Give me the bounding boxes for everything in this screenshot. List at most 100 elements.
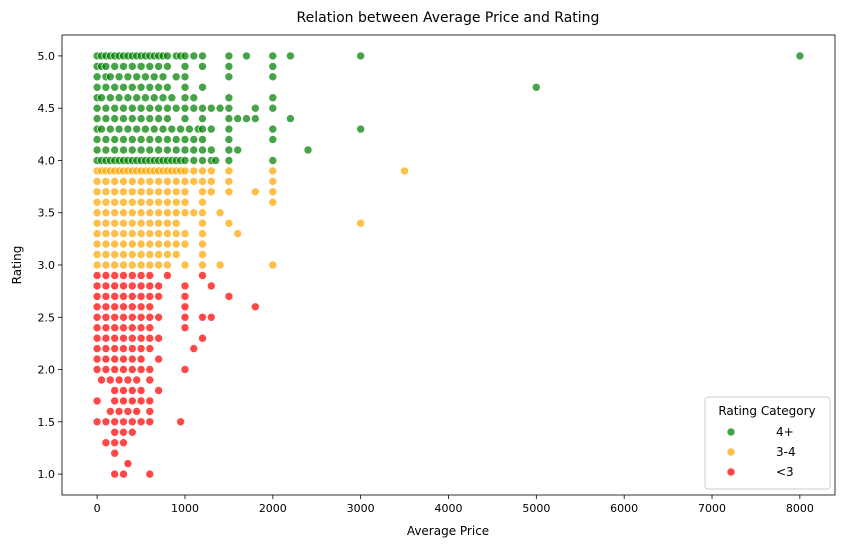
point-4plus-157 (171, 145, 181, 155)
point-below3-60 (119, 333, 128, 343)
point-below3-49 (92, 323, 102, 333)
point-3to4-115 (119, 239, 128, 249)
point-3to4-88 (110, 218, 119, 228)
point-below3-109 (132, 407, 141, 416)
point-below3-23 (128, 292, 137, 301)
point-4plus-154 (145, 145, 155, 155)
point-3to4-72 (92, 208, 102, 217)
point-3to4-138 (119, 260, 128, 270)
point-4plus-68 (97, 93, 106, 102)
point-below3-128 (119, 469, 128, 479)
point-3to4-114 (110, 239, 119, 249)
point-4plus-81 (92, 103, 102, 113)
point-3to4-128 (128, 250, 137, 259)
point-4plus-32 (119, 62, 128, 71)
point-4plus-37 (163, 62, 172, 71)
point-3to4-20 (180, 166, 190, 176)
point-4plus-63 (163, 83, 172, 92)
point-3to4-24 (224, 166, 234, 176)
point-4plus-107 (163, 114, 172, 123)
point-4plus-84 (119, 103, 128, 113)
point-3to4-86 (92, 218, 102, 228)
point-3to4-23 (207, 166, 216, 176)
point-below3-87 (145, 365, 155, 374)
point-below3-64 (154, 333, 163, 343)
point-below3-59 (110, 333, 119, 343)
point-4plus-111 (233, 114, 242, 123)
point-3to4-121 (171, 239, 181, 249)
point-below3-125 (110, 448, 119, 458)
point-3to4-77 (136, 208, 146, 217)
point-4plus-41 (268, 62, 278, 71)
point-4plus-98 (268, 103, 278, 113)
point-3to4-33 (145, 177, 155, 186)
point-below3-31 (110, 302, 119, 312)
y-tick-label: 3.0 (38, 259, 56, 272)
point-4plus-94 (207, 103, 216, 113)
point-3to4-40 (207, 177, 216, 186)
point-below3-124 (119, 438, 128, 448)
point-3to4-52 (171, 187, 181, 197)
point-4plus-56 (101, 83, 111, 92)
x-axis-label: Average Price (407, 524, 489, 538)
point-3to4-144 (180, 260, 190, 270)
point-3to4-37 (180, 177, 190, 186)
point-below3-116 (136, 417, 146, 427)
point-below3-40 (110, 312, 119, 322)
point-4plus-164 (303, 145, 313, 155)
point-below3-83 (110, 365, 119, 374)
point-below3-67 (101, 344, 111, 353)
point-4plus-52 (180, 72, 190, 82)
point-below3-79 (136, 354, 146, 364)
point-4plus-135 (110, 135, 119, 144)
point-below3-9 (92, 281, 102, 291)
point-4plus-24 (268, 51, 278, 61)
point-3to4-137 (110, 260, 119, 270)
y-tick-label: 5.0 (38, 50, 56, 63)
point-4plus-143 (180, 135, 190, 144)
point-below3-65 (198, 333, 207, 343)
point-below3-92 (123, 375, 133, 385)
point-3to4-102 (119, 229, 128, 238)
point-below3-22 (119, 292, 128, 301)
legend: Rating Category 4+ 3-4 <3 (704, 396, 831, 490)
point-4plus-155 (154, 145, 163, 155)
point-4plus-124 (167, 124, 177, 134)
point-3to4-84 (198, 208, 207, 217)
point-4plus-34 (136, 62, 146, 71)
x-tick-label: 4000 (435, 502, 463, 515)
y-tick-label: 3.5 (38, 207, 56, 220)
point-3to4-111 (233, 229, 242, 238)
point-3to4-38 (189, 177, 199, 186)
point-4plus-129 (207, 124, 216, 134)
point-below3-5 (136, 271, 146, 280)
point-3to4-123 (198, 239, 207, 249)
point-3to4-141 (145, 260, 155, 270)
point-3to4-147 (268, 260, 278, 270)
point-3to4-47 (128, 187, 137, 197)
point-3to4-81 (171, 208, 181, 217)
point-below3-41 (119, 312, 128, 322)
point-4plus-125 (176, 124, 185, 134)
point-4plus-109 (198, 114, 207, 123)
point-3to4-127 (119, 250, 128, 259)
point-below3-36 (180, 302, 190, 312)
point-3to4-61 (110, 198, 119, 207)
legend-items: 4+ 3-4 <3 (726, 425, 796, 479)
point-3to4-113 (101, 239, 111, 249)
point-3to4-95 (171, 218, 181, 228)
point-4plus-118 (114, 124, 124, 134)
point-4plus-47 (132, 72, 141, 82)
point-4plus-146 (224, 135, 234, 144)
point-4plus-20 (189, 51, 199, 61)
point-3to4-106 (154, 229, 163, 238)
point-3to4-120 (163, 239, 172, 249)
y-tick-label: 2.0 (38, 364, 56, 377)
point-below3-37 (251, 302, 260, 312)
point-4plus-60 (136, 83, 146, 92)
point-3to4-112 (92, 239, 102, 249)
point-3to4-130 (145, 250, 155, 259)
y-tick-label: 2.5 (38, 311, 56, 324)
point-below3-72 (145, 344, 155, 353)
point-below3-90 (106, 375, 115, 385)
